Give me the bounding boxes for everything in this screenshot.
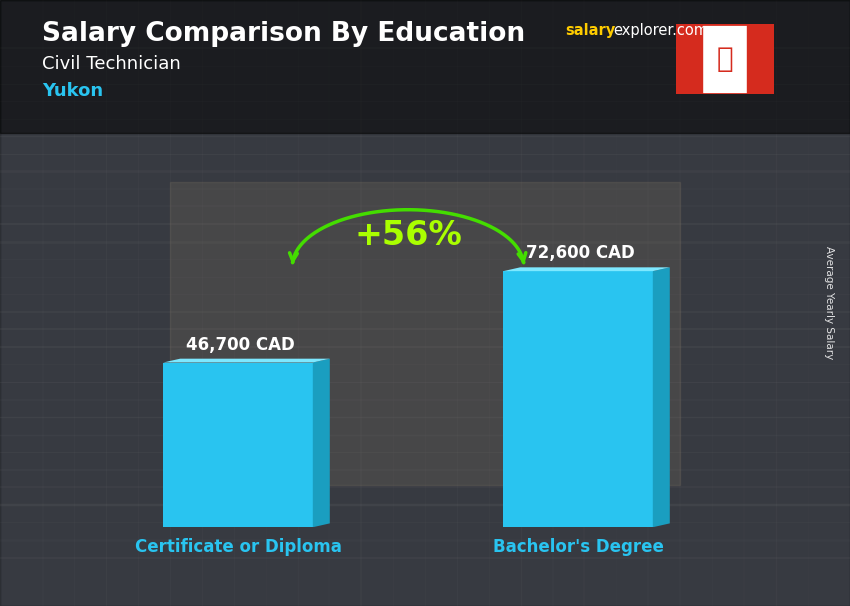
Text: salary: salary xyxy=(565,23,615,38)
Text: Civil Technician: Civil Technician xyxy=(42,55,181,73)
Text: Average Yearly Salary: Average Yearly Salary xyxy=(824,247,834,359)
Bar xyxy=(676,24,702,94)
Text: Salary Comparison By Education: Salary Comparison By Education xyxy=(42,21,525,47)
Text: +56%: +56% xyxy=(354,219,462,251)
Bar xyxy=(0,0,850,133)
Polygon shape xyxy=(503,267,670,271)
Polygon shape xyxy=(653,267,670,527)
Text: 46,700 CAD: 46,700 CAD xyxy=(185,336,294,353)
Text: 🍁: 🍁 xyxy=(717,45,733,73)
Bar xyxy=(163,362,313,527)
Bar xyxy=(170,182,680,485)
Bar xyxy=(503,271,653,527)
Text: Yukon: Yukon xyxy=(42,82,104,100)
Polygon shape xyxy=(313,359,330,527)
Polygon shape xyxy=(163,359,330,362)
Bar xyxy=(747,24,774,94)
Text: explorer.com: explorer.com xyxy=(614,23,709,38)
Text: 72,600 CAD: 72,600 CAD xyxy=(525,244,634,262)
